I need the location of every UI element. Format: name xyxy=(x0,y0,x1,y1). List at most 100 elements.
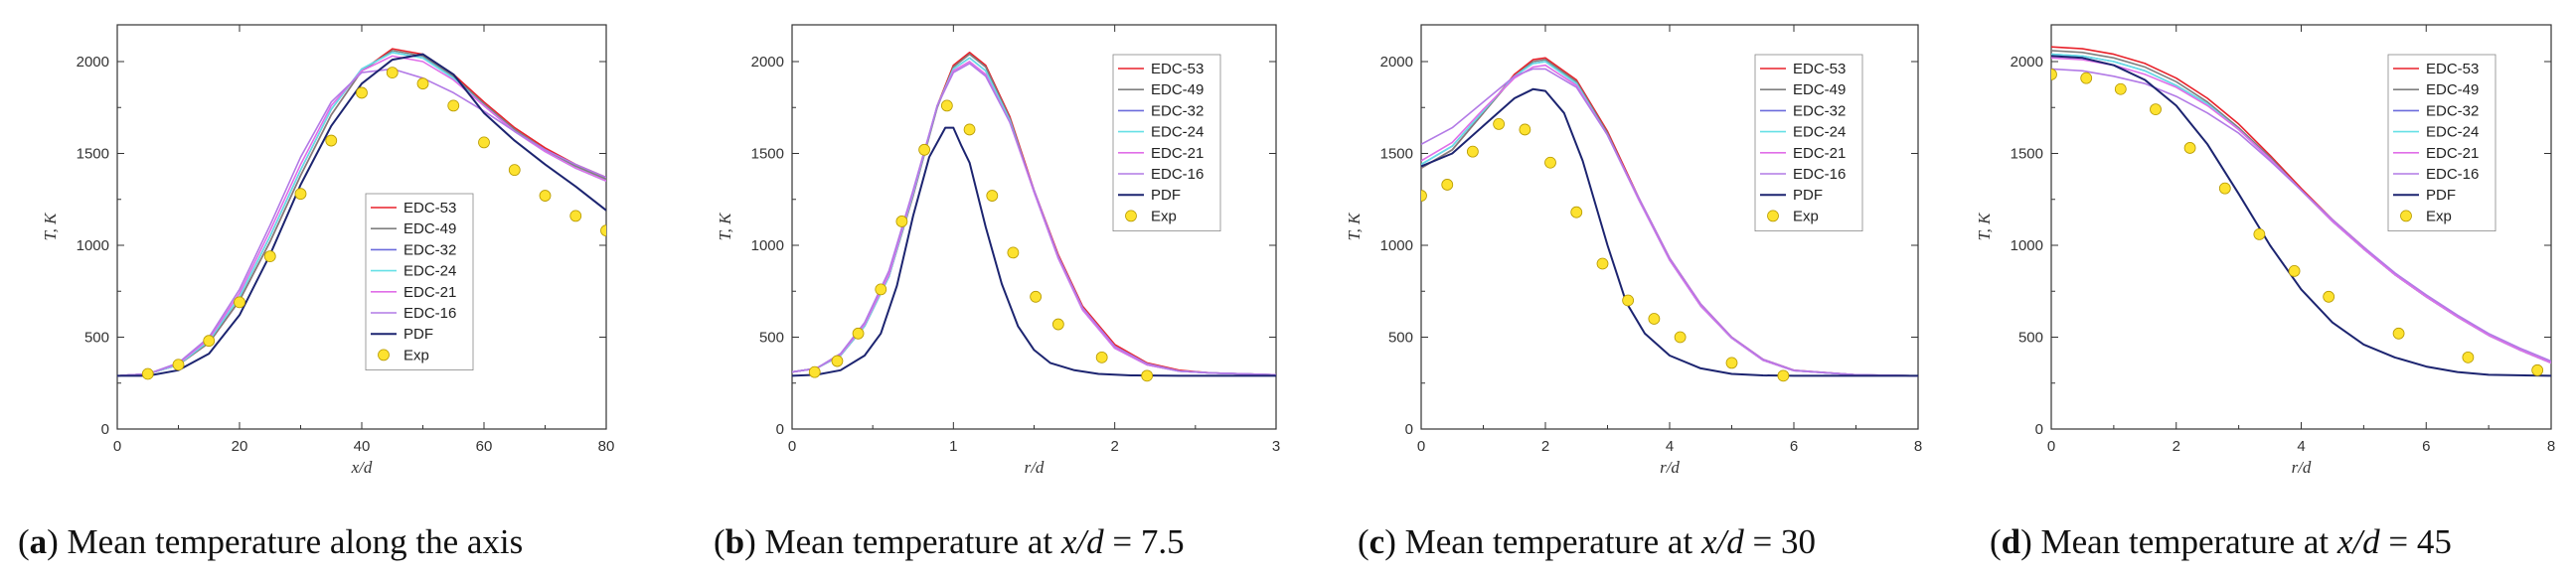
plot-frame xyxy=(116,24,607,430)
y-tick-label: 1000 xyxy=(751,237,784,254)
y-tick-label: 1500 xyxy=(751,146,784,163)
legend-label: EDC-53 xyxy=(1793,61,1846,77)
y-tick-label: 500 xyxy=(1388,330,1413,347)
legend-label: EDC-49 xyxy=(1793,81,1846,98)
y-axis-label: T, K xyxy=(41,212,60,241)
x-tick-label: 0 xyxy=(1417,438,1425,455)
legend-label: Exp xyxy=(403,347,429,363)
y-tick-label: 0 xyxy=(101,421,109,438)
data-point-exp xyxy=(2288,264,2301,277)
legend: EDC-53 EDC-49 EDC-32 EDC-24 EDC-21 EDC-16 PDF E… xyxy=(1112,54,1221,232)
legend-label: EDC-21 xyxy=(2426,145,2479,162)
legend-label: EDC-32 xyxy=(1151,102,1204,119)
legend-label: PDF xyxy=(1793,187,1823,204)
legend-label: EDC-53 xyxy=(403,200,456,217)
data-point-exp xyxy=(875,283,887,296)
legend-marker xyxy=(378,349,390,361)
y-tick-label: 2000 xyxy=(2011,54,2043,71)
data-point-exp xyxy=(2051,69,2057,80)
x-axis-label: r/d xyxy=(1660,458,1680,477)
x-tick-label: 3 xyxy=(1272,438,1280,455)
legend-label: PDF xyxy=(2426,187,2456,204)
legend-label: EDC-49 xyxy=(2426,81,2479,98)
series-line-edc-16 xyxy=(117,68,606,377)
x-tick-label: 0 xyxy=(788,438,796,455)
series-line-edc-21 xyxy=(792,61,1276,376)
legend-label: EDC-49 xyxy=(403,220,456,237)
data-point-exp xyxy=(2392,327,2405,340)
legend-label: EDC-53 xyxy=(2426,61,2479,77)
data-point-exp xyxy=(539,190,552,202)
data-point-exp xyxy=(852,327,865,340)
series-line-edc-16 xyxy=(1421,68,1918,377)
panel-c: 0 2 4 6 8 0 500 1000 1500 2000 r/d T, K EDC-53 EDC-49… xyxy=(1345,24,1922,561)
data-point-exp xyxy=(1648,313,1661,325)
panel-d: 0 2 4 6 8 0 500 1000 1500 2000 r/d T, K EDC-53 EDC-49… xyxy=(1975,24,2555,561)
data-point-exp xyxy=(1596,257,1609,270)
data-point-exp xyxy=(986,190,999,202)
data-point-exp xyxy=(600,224,606,237)
data-point-exp xyxy=(263,250,276,263)
legend: EDC-53 EDC-49 EDC-32 EDC-24 EDC-21 EDC-16 PDF E… xyxy=(2387,54,2496,232)
legend-label: EDC-49 xyxy=(1151,81,1204,98)
legend-label: EDC-16 xyxy=(403,305,456,322)
y-axis-label: T, K xyxy=(1345,212,1364,241)
x-tick-label: 60 xyxy=(476,438,493,455)
panel-caption: (b) Mean temperature at x/d = 7.5 xyxy=(714,522,1185,561)
data-point-exp xyxy=(1466,145,1479,158)
x-tick-label: 6 xyxy=(1790,438,1798,455)
series-line-pdf xyxy=(1421,87,1918,377)
data-point-exp xyxy=(1725,357,1738,369)
y-tick-label: 0 xyxy=(1405,421,1413,438)
y-tick-label: 1000 xyxy=(2011,237,2043,254)
legend-label: Exp xyxy=(1793,208,1819,224)
series-line-edc-32 xyxy=(117,52,606,377)
x-tick-label: 4 xyxy=(2297,438,2305,455)
legend-label: Exp xyxy=(2426,208,2452,224)
data-point-exp xyxy=(2218,182,2231,195)
y-tick-label: 500 xyxy=(759,330,784,347)
data-point-exp xyxy=(2150,103,2162,115)
series-line-pdf xyxy=(2051,55,2551,377)
x-tick-label: 0 xyxy=(113,438,121,455)
data-point-exp xyxy=(1030,290,1043,303)
data-point-exp xyxy=(895,216,908,227)
x-tick-label: 0 xyxy=(2047,438,2055,455)
legend: EDC-53 EDC-49 EDC-32 EDC-24 EDC-21 EDC-16 PDF E… xyxy=(365,193,474,371)
data-point-exp xyxy=(447,99,460,112)
data-point-exp xyxy=(940,99,953,112)
x-tick-label: 4 xyxy=(1666,438,1674,455)
legend-label: EDC-21 xyxy=(1151,145,1204,162)
y-tick-label: 2000 xyxy=(751,54,784,71)
legend-label: EDC-16 xyxy=(1793,166,1846,183)
x-tick-label: 2 xyxy=(1110,438,1118,455)
data-point-exp xyxy=(416,77,429,90)
data-point-exp xyxy=(831,355,844,367)
y-tick-label: 500 xyxy=(84,330,109,347)
x-tick-label: 40 xyxy=(354,438,371,455)
series-line-pdf xyxy=(117,53,606,377)
legend-label: EDC-53 xyxy=(1151,61,1204,77)
data-point-exp xyxy=(2080,72,2093,84)
y-tick-label: 2000 xyxy=(77,54,109,71)
data-point-exp xyxy=(2323,290,2335,303)
legend-label: EDC-24 xyxy=(2426,124,2479,141)
legend-marker xyxy=(2400,210,2412,222)
x-tick-label: 8 xyxy=(2547,438,2555,455)
x-tick-label: 6 xyxy=(2422,438,2430,455)
y-tick-label: 2000 xyxy=(1380,54,1413,71)
legend-label: PDF xyxy=(1151,187,1181,204)
legend-label: EDC-32 xyxy=(1793,102,1846,119)
series-line-pdf xyxy=(792,126,1276,377)
data-point-exp xyxy=(234,296,245,309)
data-point-exp xyxy=(141,367,154,380)
data-point-exp xyxy=(2462,351,2475,363)
x-axis-label: r/d xyxy=(1025,458,1045,477)
plot-area xyxy=(1421,57,1918,382)
y-tick-label: 0 xyxy=(776,421,784,438)
x-tick-label: 80 xyxy=(598,438,615,455)
legend-label: EDC-32 xyxy=(403,241,456,258)
data-point-exp xyxy=(172,359,185,371)
